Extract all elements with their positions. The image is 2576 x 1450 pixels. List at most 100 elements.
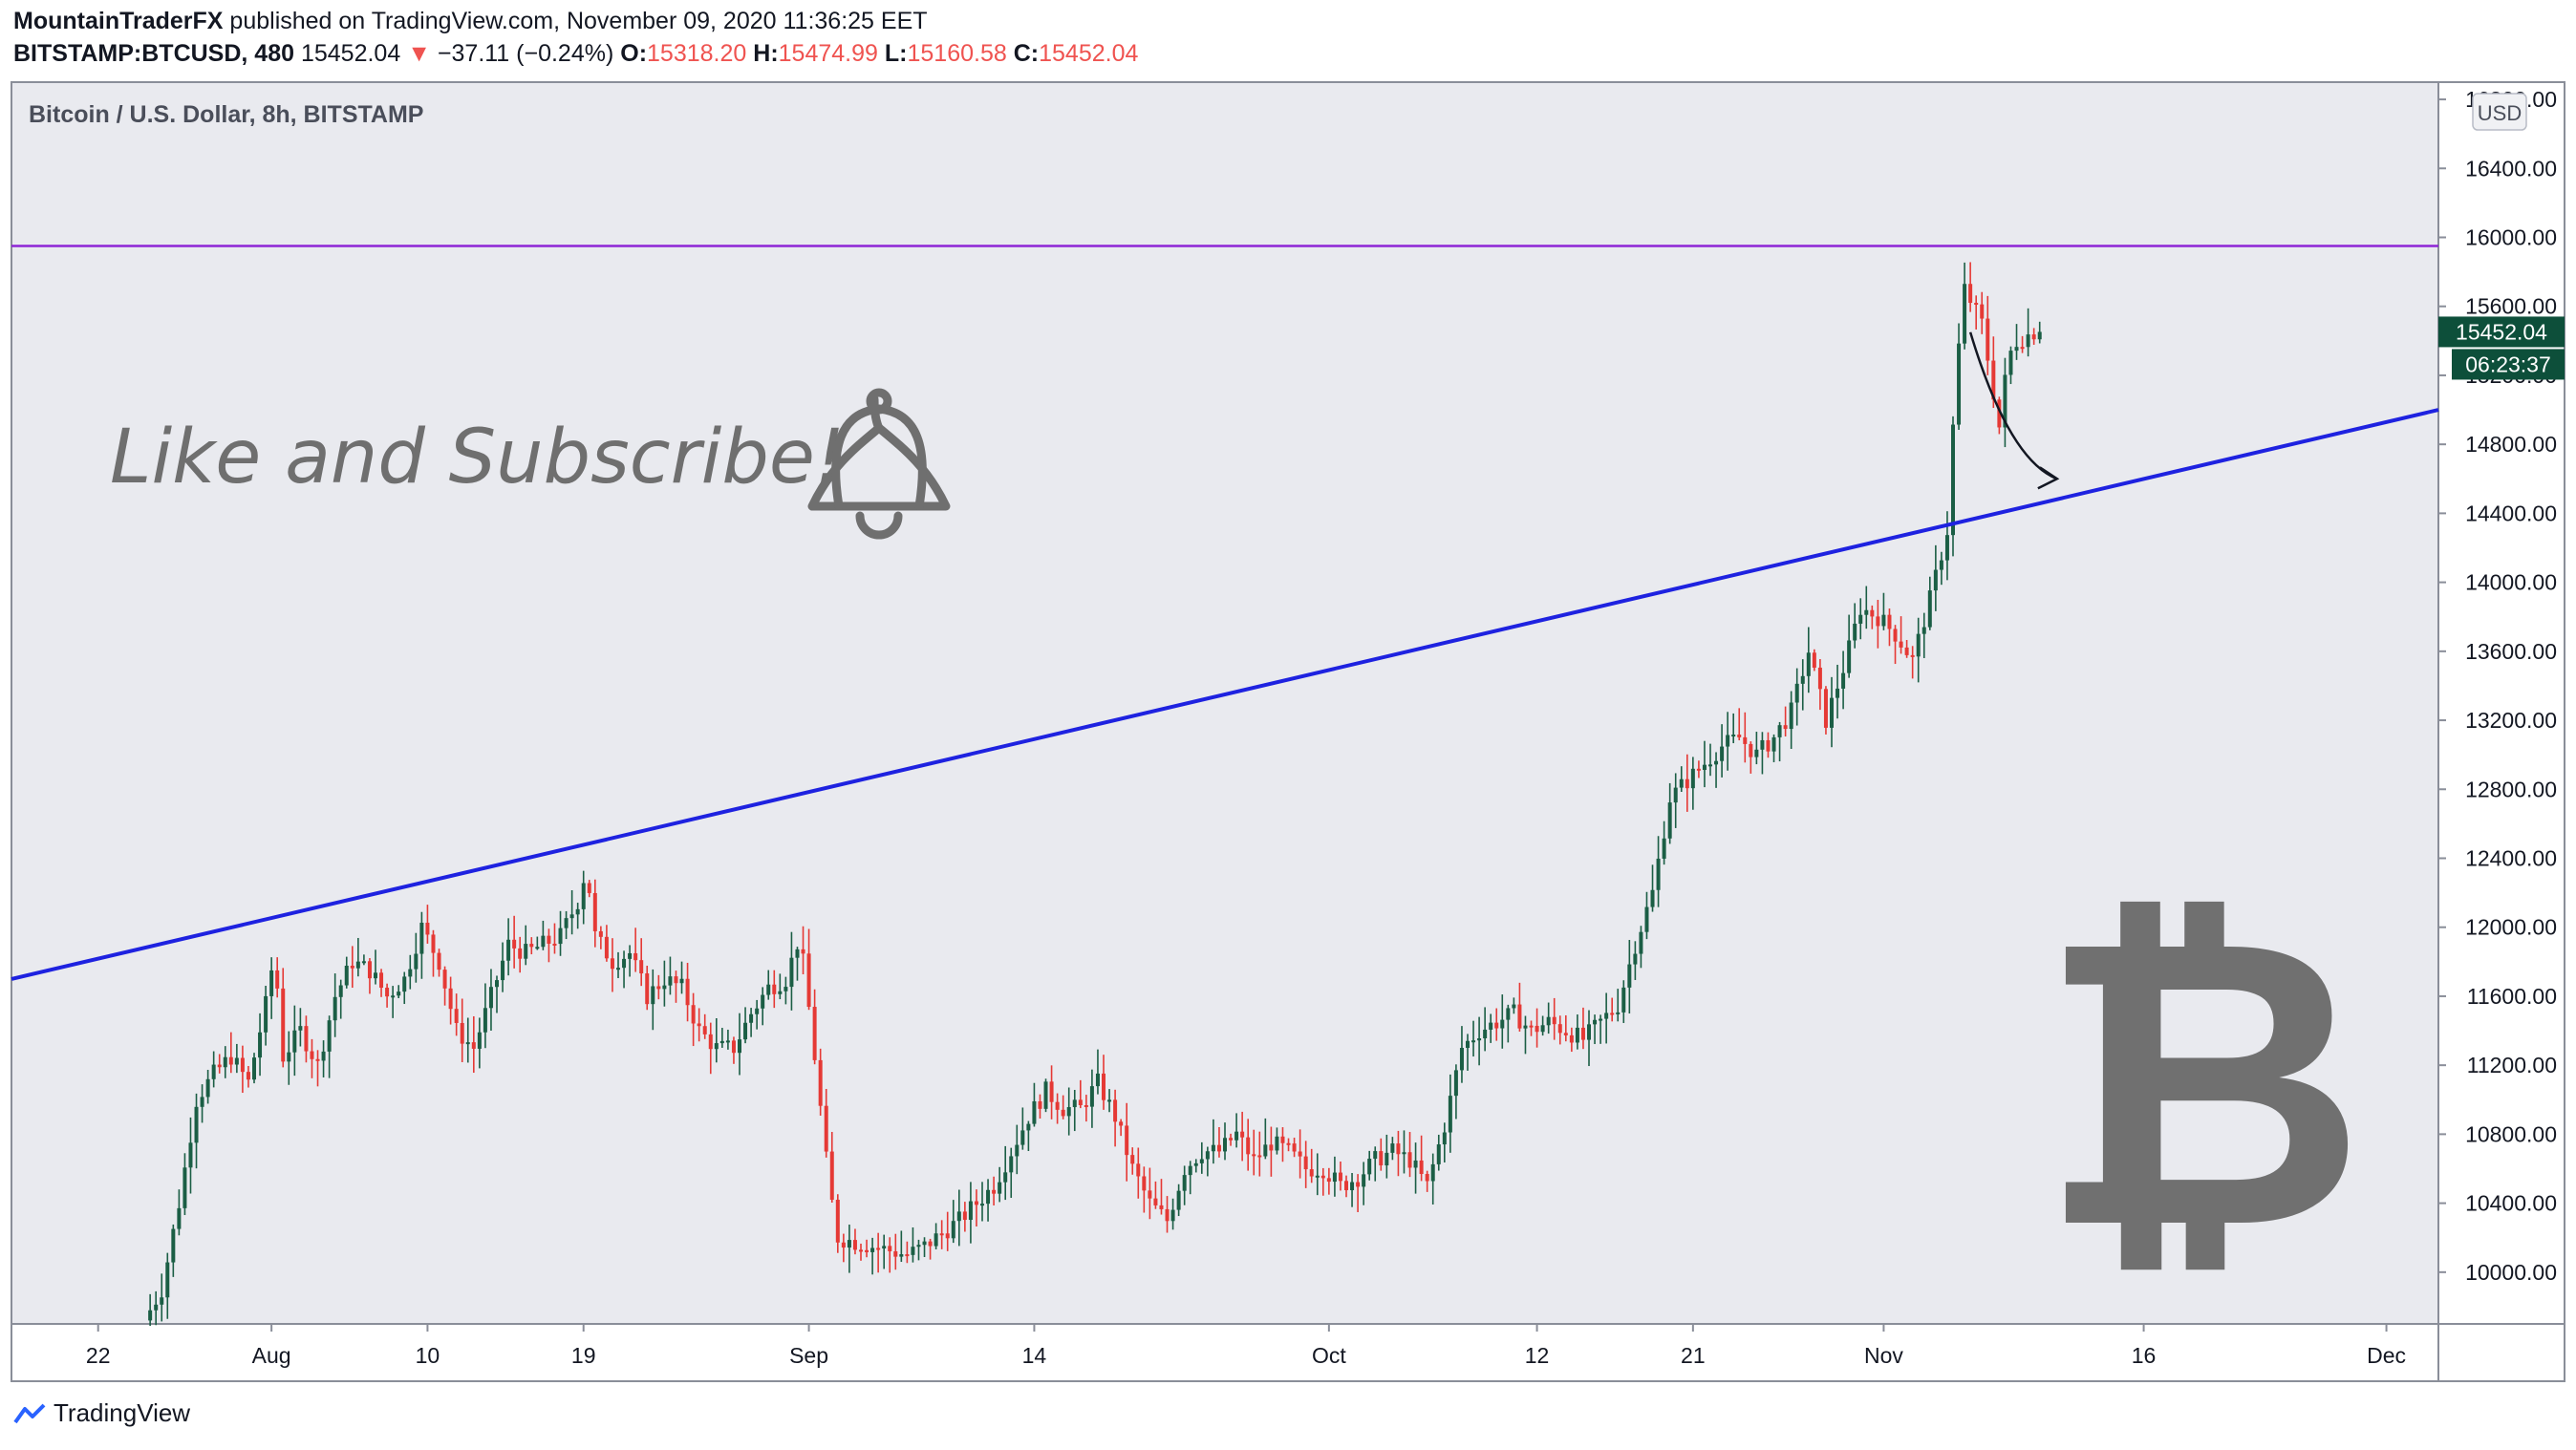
candle-body-down <box>691 1005 696 1024</box>
candle-body-up <box>1466 1040 1470 1049</box>
candle-body-up <box>465 1042 470 1045</box>
candle-body-up <box>488 987 493 1009</box>
candle-body-up <box>402 976 407 992</box>
candle-body-down <box>310 1051 314 1059</box>
candle-body-down <box>1563 1033 1568 1035</box>
currency-badge[interactable]: USD <box>2478 101 2522 125</box>
candle-body-up <box>1806 652 1811 676</box>
time-scale-labels: 22 Aug 10 19 Sep 14 Oct 12 21 Nov 16 Dec <box>86 1324 2406 1368</box>
price-tick-label: 11200.00 <box>2467 1053 2557 1077</box>
candle-body-up <box>784 987 788 992</box>
candle-body-down <box>431 934 436 953</box>
candle-body-down <box>1084 1105 1088 1108</box>
candle-body-up <box>934 1233 938 1247</box>
time-axis-panel[interactable] <box>11 1323 2439 1382</box>
candle-body-up <box>766 984 771 995</box>
low-value: 15160.58 <box>907 40 1007 67</box>
candle-body-up <box>1373 1151 1378 1160</box>
candle-body-down <box>1286 1142 1291 1145</box>
candle-body-up <box>1506 1008 1511 1020</box>
footer-brand[interactable]: TradingView <box>54 1398 191 1427</box>
candle-body-down <box>471 1042 476 1049</box>
candle-body-up <box>1500 1019 1505 1029</box>
candle-body-up <box>1413 1160 1418 1168</box>
candle-body-down <box>1165 1208 1170 1222</box>
currency-badge-box[interactable] <box>2472 93 2527 131</box>
candle-body-up <box>1182 1175 1187 1191</box>
candle-body-up <box>628 952 633 959</box>
high-label: H: <box>753 40 779 67</box>
candle-body-up <box>321 1051 326 1061</box>
candle-body-up <box>651 986 655 1005</box>
candle-body-up <box>1523 1025 1528 1029</box>
candle-body-up <box>1777 725 1782 737</box>
candle-body-up <box>1193 1162 1198 1166</box>
bitcoin-logo-icon: ₿ <box>2039 851 2366 1318</box>
candle-body-up <box>1477 1038 1482 1041</box>
price-tick-label: 14000.00 <box>2465 570 2557 595</box>
candle-body-down <box>379 972 384 989</box>
candle-body-down <box>841 1242 846 1248</box>
candle-body-up <box>1199 1159 1204 1163</box>
candle-body-down <box>1887 614 1892 629</box>
candle-body-up <box>1604 1013 1609 1019</box>
price-axis-panel[interactable] <box>2437 81 2565 1325</box>
candle-body-up <box>1754 749 1759 757</box>
candle-body-down <box>992 1189 997 1194</box>
candle-body-up <box>397 992 401 996</box>
close-value: 15452.04 <box>1039 40 1139 67</box>
candle-body-up <box>205 1078 210 1098</box>
candle-body-up <box>211 1064 216 1079</box>
candle-body-down <box>281 988 286 1062</box>
candle-body-down <box>1136 1163 1141 1177</box>
candle-body-down <box>656 986 661 990</box>
candle-body-up <box>1667 802 1672 839</box>
candle-body-down <box>685 978 690 1006</box>
candle-body-down <box>1338 1172 1342 1182</box>
countdown-tag: 06:23:37 <box>2452 349 2565 380</box>
candle-body-down <box>824 1105 828 1152</box>
candle-body-down <box>1320 1175 1325 1179</box>
time-tick-label: Dec <box>2367 1343 2406 1368</box>
candle-body-up <box>1003 1172 1008 1183</box>
candle-body-up <box>1853 623 1857 641</box>
candle-body-up <box>1483 1029 1488 1039</box>
candle-body-up <box>1771 736 1776 752</box>
candle-body-up <box>1089 1086 1094 1107</box>
candle-body-up <box>391 995 396 998</box>
candle-body-down <box>939 1233 944 1236</box>
candle-body-down <box>1396 1143 1401 1155</box>
candle-body-down <box>1529 1025 1534 1028</box>
footer: TradingView <box>13 1398 190 1428</box>
close-label: C: <box>1013 40 1040 67</box>
candle-body-up <box>719 1040 724 1044</box>
candle-body-down <box>806 953 811 1008</box>
candle-body-down <box>801 949 805 954</box>
plot-background[interactable] <box>11 81 2439 1325</box>
candle-body-up <box>1015 1144 1020 1157</box>
candle-body-down <box>592 892 597 931</box>
candle-body-down <box>1419 1160 1424 1175</box>
low-label: L: <box>884 40 908 67</box>
candle-body-down <box>1743 736 1748 744</box>
price-tick-label: 15600.00 <box>2465 294 2557 319</box>
candle-body-down <box>1812 652 1816 668</box>
author-name[interactable]: MountainTraderFX <box>13 8 224 34</box>
candle-body-up <box>160 1297 164 1305</box>
candle-body-up <box>1957 343 1962 425</box>
candle-body-up <box>916 1245 921 1247</box>
candle-body-down <box>1269 1144 1274 1151</box>
candle-body-up <box>1026 1123 1031 1131</box>
candle-body-down <box>529 944 534 948</box>
candle-body-up <box>968 1201 973 1221</box>
price-tick-label: 10800.00 <box>2465 1121 2557 1146</box>
candle-body-up <box>2003 374 2007 428</box>
candle-body-down <box>888 1246 892 1251</box>
last-price-tag: 15452.04 <box>2438 316 2565 348</box>
candle-body-down <box>835 1200 840 1243</box>
candle-body-up <box>1633 953 1638 965</box>
candle-body-up <box>292 1030 297 1053</box>
candle-body-up <box>148 1310 153 1321</box>
candle-body-up <box>899 1254 904 1257</box>
